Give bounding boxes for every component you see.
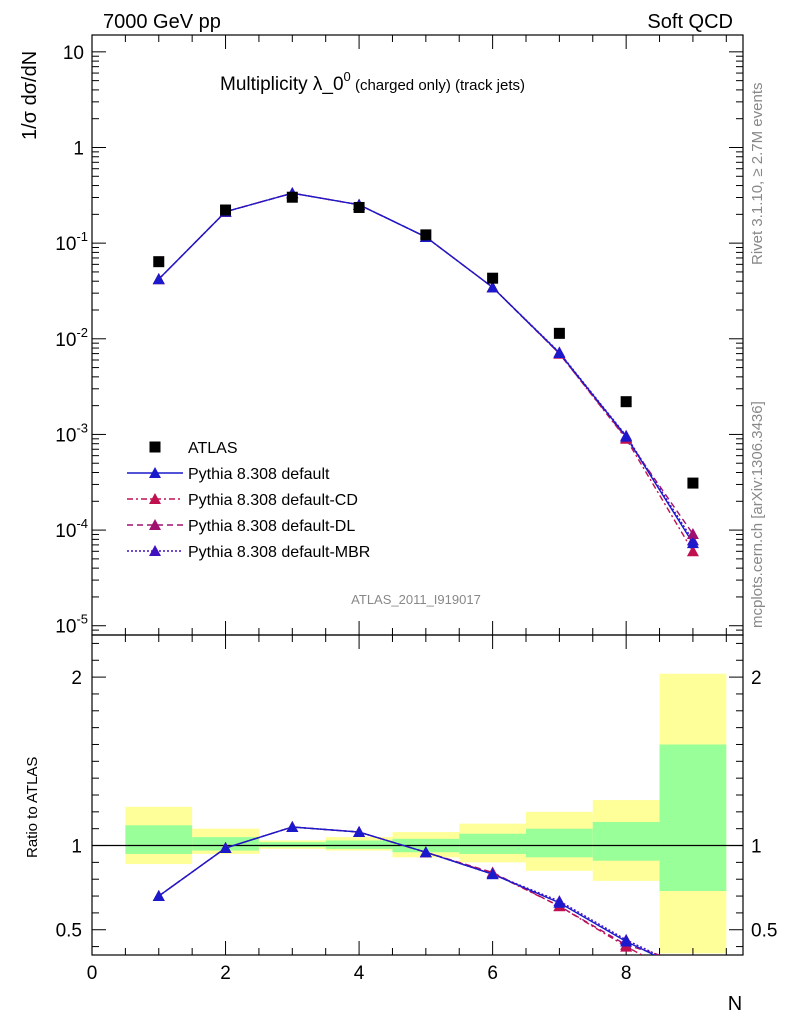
category-label: Soft QCD: [647, 11, 733, 33]
ratio-point-default: [419, 846, 432, 858]
main-y-tick-label: 1: [73, 138, 84, 159]
main-point-atlas: [487, 272, 499, 284]
uncertainty-band-inner: [526, 828, 593, 858]
legend-marker-default-mbr: [149, 545, 161, 556]
ratio-point-default: [486, 868, 499, 880]
main-point-atlas: [553, 327, 565, 339]
ratio-y-tick-label: 1: [71, 837, 82, 858]
legend-marker-default-cd: [149, 493, 161, 504]
main-point-atlas: [353, 201, 365, 213]
ratio-point-default: [219, 842, 232, 854]
ratio-frame: [91, 634, 744, 956]
uncertainty-band-inner: [325, 840, 393, 849]
main-point-default: [686, 537, 699, 549]
ratio-panel: 2 21 10.5 0.50 2 4 6 8: [56, 634, 777, 984]
main-line-default-cd: [158, 192, 694, 552]
main-line-default: [158, 192, 694, 544]
main-y-tick-label: 10-5: [55, 612, 88, 638]
x-tick-label: 0: [87, 963, 98, 984]
title-small: (charged only) (track jets): [351, 77, 525, 94]
legend-label-default-dl: Pythia 8.308 default-DL: [188, 518, 355, 535]
plot-title: Multiplicity λ_00 (charged only) (track …: [220, 69, 525, 95]
main-y-tick-label: 10-1: [55, 229, 88, 255]
ratio-series-group: [152, 821, 662, 955]
main-point-atlas: [286, 191, 298, 203]
ratio-y-axis-title: Ratio to ATLAS: [24, 757, 41, 858]
main-line-default-mbr: [158, 192, 694, 541]
main-point-atlas: [420, 229, 432, 241]
uncertainty-band-inner: [258, 842, 326, 848]
legend-marker-atlas: [149, 441, 161, 453]
uncertainty-band-inner: [659, 744, 727, 891]
uncertainty-band-inner: [592, 821, 660, 861]
main-point-atlas: [687, 477, 699, 489]
legend-label-default-cd: Pythia 8.308 default-CD: [188, 492, 358, 509]
legend-marker-default-dl: [149, 519, 161, 530]
main-point-default-cd: [686, 545, 699, 557]
main-point-default: [620, 430, 633, 442]
main-panel: 10 1 10-1 10-2 10-3 10-4 10-5: [55, 34, 744, 638]
main-y-tick-label: 10: [63, 43, 84, 64]
ratio-y-tick-label-right: 0.5: [751, 921, 777, 942]
ratio-y-tick-label-right: 2: [751, 668, 762, 689]
ratio-y-tick-label: 2: [71, 668, 82, 689]
analysis-watermark: ATLAS_2011_I919017: [351, 592, 481, 607]
x-tick-label: 2: [220, 963, 231, 984]
energy-label: 7000 GeV pp: [103, 11, 221, 33]
main-point-default-dl: [686, 528, 699, 540]
ratio-y-tick-label-right: 1: [751, 837, 762, 858]
main-point-default: [486, 281, 499, 293]
main-point-atlas: [220, 204, 232, 216]
legend-label-atlas: ATLAS: [188, 440, 238, 457]
uncertainty-band-inner: [125, 825, 193, 854]
legend: ATLAS Pythia 8.308 default Pythia 8.308 de…: [127, 440, 370, 561]
legend-label-default-mbr: Pythia 8.308 default-MBR: [188, 544, 370, 561]
ratio-y-tick-label: 0.5: [56, 921, 82, 942]
title-sup: 0: [344, 69, 351, 84]
main-y-tick-label: 10-2: [55, 325, 88, 351]
x-tick-label: 6: [487, 963, 498, 984]
main-point-atlas: [153, 256, 165, 268]
main-y-tick-label: 10-4: [55, 516, 88, 542]
rivet-version-label: Rivet 3.1.10, ≥ 2.7M events: [749, 83, 766, 266]
legend-marker-default: [149, 467, 161, 478]
main-point-atlas: [620, 396, 632, 408]
ratio-point-default: [152, 890, 165, 902]
main-y-tick-label: 10-3: [55, 420, 88, 446]
main-y-axis-title: 1/σ dσ/dN: [19, 51, 41, 140]
uncertainty-band-inner: [459, 833, 526, 854]
ratio-line-default-cd: [158, 826, 644, 955]
legend-label-default: Pythia 8.308 default: [188, 466, 330, 483]
x-tick-label: 8: [621, 963, 632, 984]
source-label: mcplots.cern.ch [arXiv:1306.3436]: [749, 401, 766, 628]
main-point-default: [152, 273, 165, 285]
ratio-point-default: [353, 826, 366, 838]
x-tick-label: 4: [354, 963, 365, 984]
title-main: Multiplicity λ_0: [220, 74, 344, 95]
main-point-default: [553, 347, 566, 359]
x-axis-title: N: [728, 993, 742, 1015]
ratio-point-default: [620, 935, 633, 947]
ratio-point-default: [553, 896, 566, 908]
ratio-point-default: [286, 821, 299, 832]
